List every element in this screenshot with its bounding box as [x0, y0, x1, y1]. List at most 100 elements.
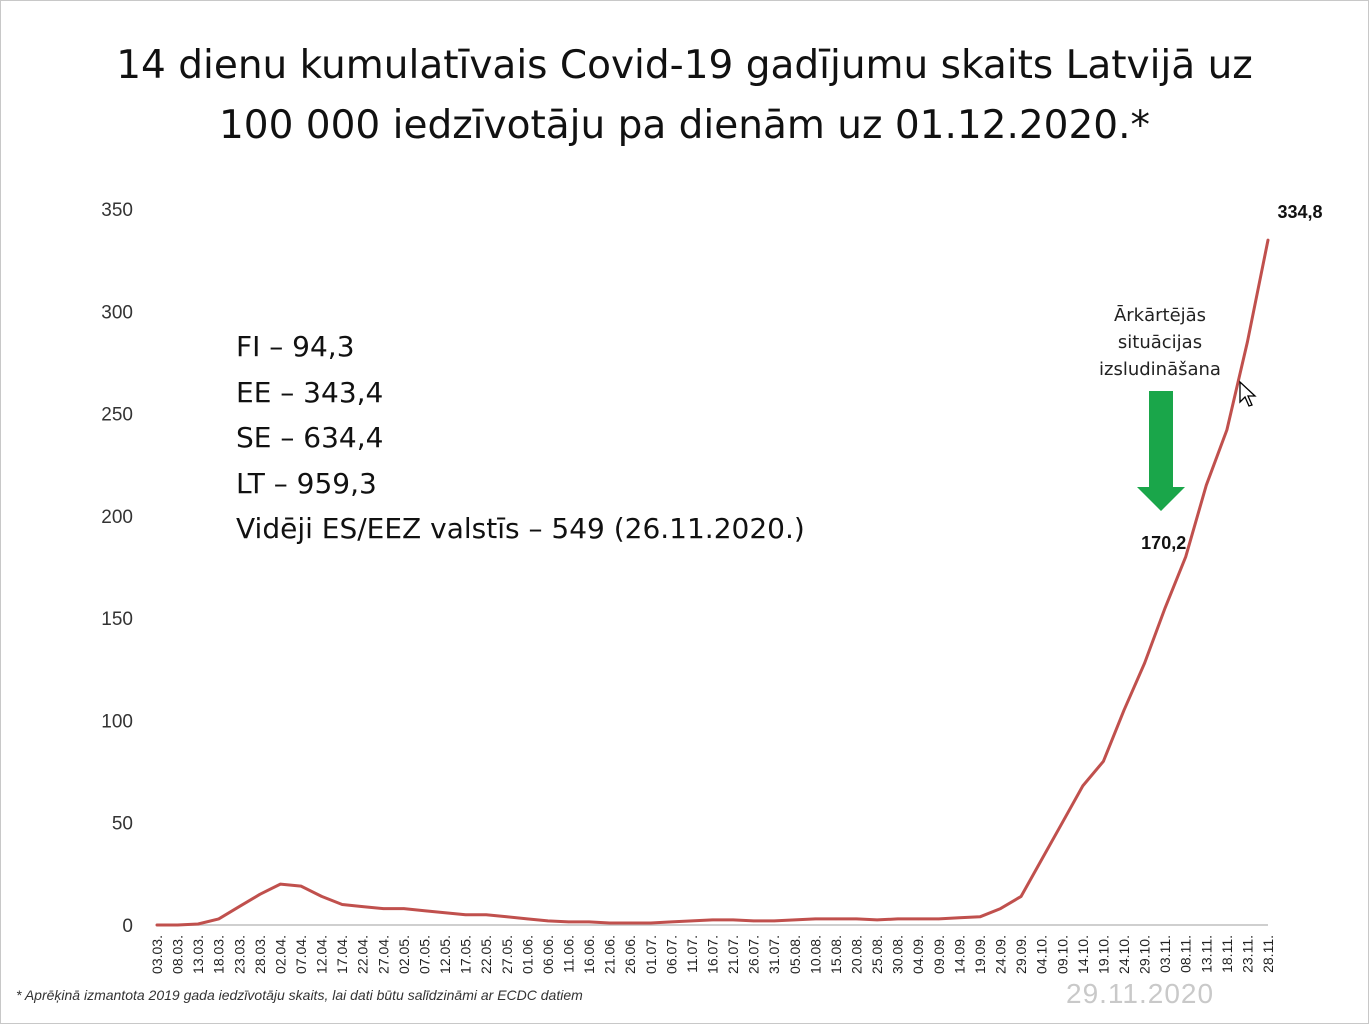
x-tick-label: 22.05.: [478, 935, 494, 974]
x-tick-label: 03.11.: [1157, 935, 1173, 973]
x-tick-label: 27.05.: [499, 935, 515, 974]
x-tick-label: 19.10.: [1095, 935, 1111, 974]
data-point: [464, 913, 467, 916]
chart-title-line-2: 100 000 iedzīvotāju pa dienām uz 01.12.2…: [218, 103, 1151, 148]
data-point: [1184, 555, 1187, 558]
x-tick-label: 14.10.: [1075, 935, 1091, 974]
data-point: [855, 917, 858, 921]
x-tick-label: 11.07.: [684, 935, 700, 973]
x-tick-label: 29.10.: [1137, 935, 1153, 974]
x-tick-label: 26.06.: [622, 935, 638, 974]
x-tick-label: 11.06.: [560, 935, 576, 973]
data-point: [917, 917, 920, 921]
data-label: 170,2: [1141, 533, 1186, 553]
data-point: [484, 913, 488, 916]
data-point: [1102, 760, 1105, 763]
x-tick-label: 24.10.: [1116, 935, 1132, 974]
x-tick-label: 28.03.: [252, 935, 268, 974]
down-arrow-shape: [1137, 391, 1185, 511]
x-tick-label: 13.11.: [1198, 935, 1214, 973]
x-tick-label: 20.08.: [849, 935, 865, 974]
x-tick-label: 12.05.: [437, 935, 453, 974]
y-tick-label: 300: [101, 302, 133, 323]
x-tick-label: 25.08.: [869, 935, 885, 974]
x-tick-label: 29.09.: [1013, 935, 1029, 974]
data-point: [793, 918, 796, 922]
x-tick-label: 10.08.: [807, 935, 823, 974]
x-tick-label: 15.08.: [828, 935, 844, 974]
data-point: [1019, 895, 1023, 898]
data-point: [958, 916, 961, 920]
y-tick-label: 250: [101, 405, 133, 426]
annotation-line-3: izsludināšana: [1099, 359, 1221, 380]
x-tick-label: 26.07.: [746, 935, 762, 974]
data-point: [896, 917, 899, 921]
data-point: [711, 918, 714, 922]
country-comparison: FI – 94,3 EE – 343,4 SE – 634,4 LT – 959…: [236, 324, 805, 552]
x-tick-label: 19.09.: [972, 935, 988, 974]
chart-title: 14 dienu kumulatīvais Covid-19 gadījumu …: [20, 36, 1349, 156]
data-point: [443, 911, 447, 914]
x-tick-label: 21.07.: [725, 935, 741, 974]
x-tick-label: 04.10.: [1034, 935, 1050, 974]
stat-se: SE – 634,4: [236, 421, 384, 454]
x-tick-label: 24.09.: [993, 935, 1009, 974]
x-tick-label: 07.05.: [416, 935, 432, 974]
footnote: * Aprēķinā izmantota 2019 gada iedzīvotā…: [16, 987, 583, 1003]
x-tick-label: 03.03.: [149, 935, 165, 974]
y-tick-label: 100: [101, 711, 133, 732]
stat-fi: FI – 94,3: [236, 330, 355, 363]
data-point: [1122, 709, 1126, 712]
data-point: [978, 915, 982, 919]
x-tick-label: 28.11.: [1260, 935, 1276, 973]
x-tick-label: 06.06.: [540, 935, 556, 974]
x-tick-label: 18.11.: [1219, 935, 1235, 973]
x-tick-label: 01.06.: [519, 935, 535, 974]
x-tick-label: 13.03.: [190, 935, 206, 974]
x-tick-label: 08.11.: [1178, 935, 1194, 973]
y-axis: 0 50 100 150 200 250 300 350: [101, 200, 133, 937]
data-point: [382, 907, 385, 910]
x-tick-label: 16.07.: [705, 935, 721, 974]
data-point: [361, 905, 364, 908]
data-point: [505, 915, 508, 919]
x-tick-label: 14.09.: [951, 935, 967, 974]
data-point: [690, 919, 694, 923]
data-point: [423, 909, 426, 912]
stat-eu-average: Vidēji ES/EEZ valstīs – 549 (26.11.2020.…: [236, 512, 805, 545]
x-tick-label: 06.07.: [663, 935, 679, 974]
annotation-line-1: Ārkārtējās: [1113, 305, 1207, 326]
y-tick-label: 50: [112, 814, 133, 835]
data-point: [1143, 661, 1146, 665]
x-tick-label: 07.04.: [293, 935, 309, 974]
data-point: [196, 922, 200, 926]
stat-lt: LT – 959,3: [236, 466, 377, 500]
data-point: [587, 920, 591, 924]
data-point: [1205, 483, 1208, 487]
data-point: [875, 918, 879, 922]
x-tick-label: 23.11.: [1239, 935, 1255, 973]
stat-ee: EE – 343,4: [236, 375, 384, 409]
data-point: [1040, 858, 1043, 861]
date-watermark: 29.11.2020: [1066, 978, 1215, 1009]
data-point: [834, 917, 838, 921]
x-tick-label: 30.08.: [890, 935, 906, 974]
data-point: [1266, 238, 1270, 242]
x-tick-label: 02.04.: [272, 935, 288, 974]
x-tick-label: 01.07.: [643, 935, 659, 974]
x-tick-label: 22.04.: [355, 935, 371, 974]
x-tick-label: 23.03.: [231, 935, 247, 974]
data-point: [299, 884, 303, 888]
data-point: [546, 919, 550, 923]
data-point: [155, 923, 159, 927]
x-tick-label: 31.07.: [766, 935, 782, 974]
data-point: [279, 882, 282, 886]
data-point: [814, 917, 817, 921]
data-point: [238, 905, 241, 908]
data-point: [752, 919, 755, 923]
emergency-annotation: Ārkārtējās situācijas izsludināšana: [1082, 302, 1238, 383]
x-tick-label: 04.09.: [910, 935, 926, 974]
data-labels: 170,2 334,8: [1141, 202, 1322, 553]
data-label: 334,8: [1277, 202, 1322, 222]
